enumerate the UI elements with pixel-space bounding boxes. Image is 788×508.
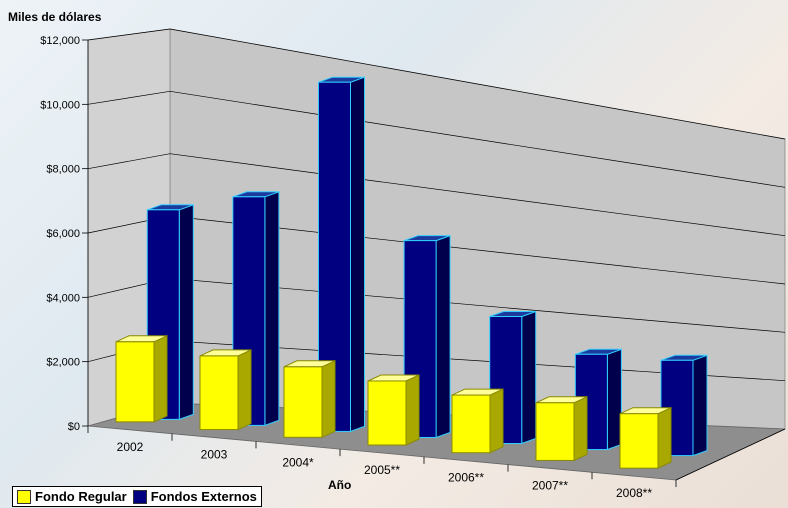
gridline bbox=[87, 90, 786, 188]
y-tick-label: $2,000 bbox=[46, 357, 80, 369]
legend-swatch-fondo-regular bbox=[17, 489, 31, 504]
x-axis-ticks: 2002 2003 2004* 2005** 2006** 2007** 2008** bbox=[87, 426, 786, 500]
bar-fondo-regular-3 bbox=[367, 374, 420, 446]
y-tick-label: $10,000 bbox=[40, 99, 80, 111]
bar-fondo-regular-0 bbox=[115, 335, 168, 423]
gridline bbox=[87, 153, 786, 237]
bar-fondo-regular-5 bbox=[535, 396, 588, 462]
y-tick-label: $0 bbox=[68, 421, 80, 433]
legend-label-fondo-regular: Fondo Regular bbox=[35, 489, 127, 504]
x-tick-label: 2005** bbox=[364, 463, 400, 477]
y-tick-label: $6,000 bbox=[46, 228, 80, 240]
x-tick-label: 2006** bbox=[448, 471, 484, 485]
x-tick-label: 2003 bbox=[201, 448, 228, 462]
y-tick-label: $12,000 bbox=[40, 35, 80, 47]
y-axis-ticks: $0 $2,000 $4,000 $6,000 $8,000 $10,000 $12,000 bbox=[40, 35, 89, 433]
legend-swatch-fondos-externos bbox=[132, 489, 147, 504]
bar-fondo-regular-6 bbox=[619, 406, 672, 469]
x-tick-label: 2008** bbox=[616, 486, 652, 500]
y-axis-title: Miles de dólares bbox=[8, 10, 102, 24]
x-tick-label: 2004* bbox=[282, 455, 314, 469]
bars bbox=[115, 76, 708, 469]
x-axis-title: Año bbox=[328, 478, 351, 492]
bar-fondo-regular-1 bbox=[199, 349, 252, 431]
bar-fondos-externos-5 bbox=[574, 348, 622, 451]
y-tick-label: $4,000 bbox=[46, 292, 80, 304]
y-tick-label: $8,000 bbox=[46, 164, 80, 176]
bar-fondo-regular-2 bbox=[283, 360, 336, 439]
bar-fondo-regular-4 bbox=[451, 388, 504, 454]
x-tick-label: 2002 bbox=[117, 440, 144, 454]
x-tick-label: 2007** bbox=[532, 478, 568, 492]
legend: Fondo Regular Fondos Externos bbox=[12, 486, 262, 507]
gridline bbox=[87, 28, 786, 140]
legend-label-fondos-externos: Fondos Externos bbox=[150, 489, 257, 504]
